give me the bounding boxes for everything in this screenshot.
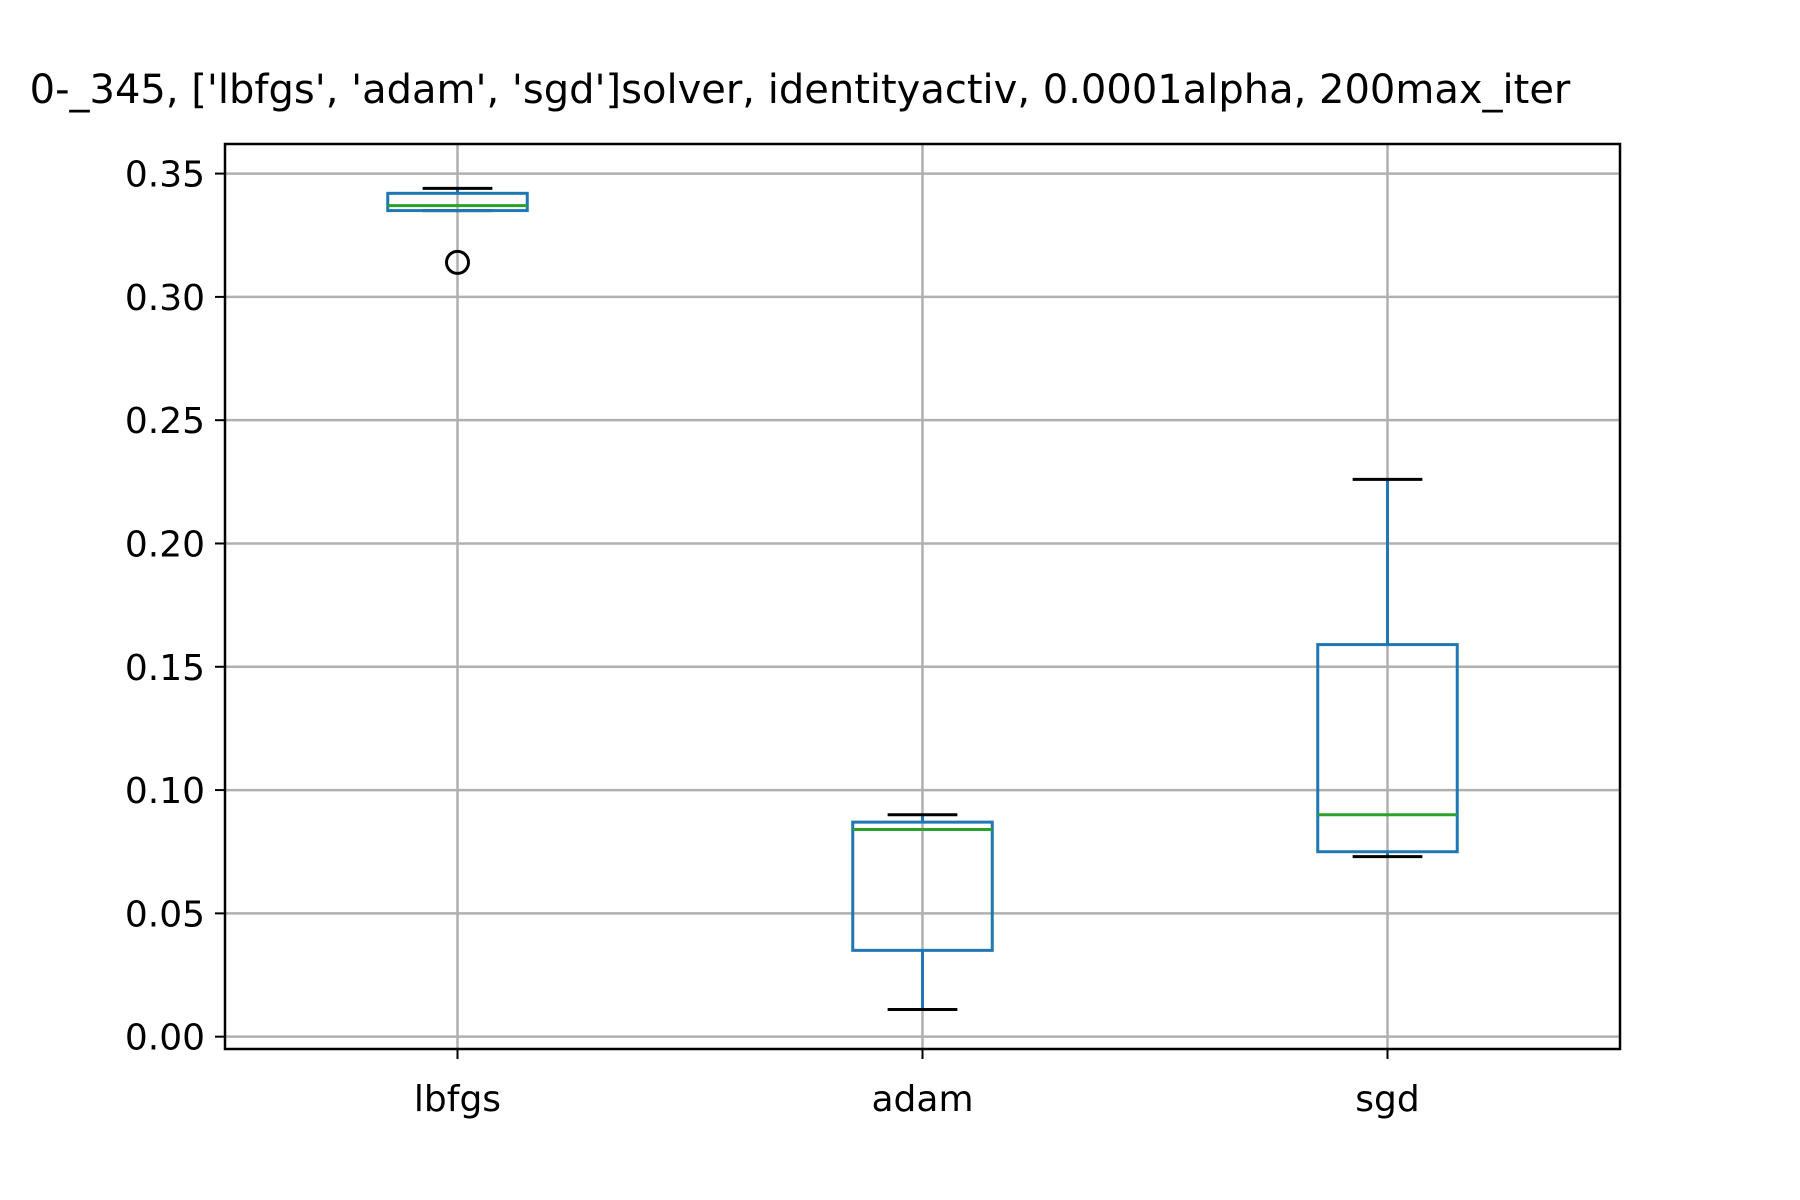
box-iqr xyxy=(851,820,994,952)
x-tick-label: sgd xyxy=(1355,1079,1419,1120)
x-axis: lbfgs adam sgd xyxy=(414,1049,1420,1120)
y-tick-label: 0.35 xyxy=(125,155,205,196)
box-lbfgs xyxy=(386,186,529,275)
box-iqr xyxy=(386,191,529,213)
y-tick-label: 0.30 xyxy=(125,278,205,319)
y-tick-label: 0.15 xyxy=(125,648,205,689)
box-sgd xyxy=(1316,477,1459,859)
chart-title: 0-_345, ['lbfgs', 'adam', 'sgd']solver, … xyxy=(30,67,1571,113)
box-series xyxy=(386,186,1459,1012)
x-tick-label: adam xyxy=(871,1079,973,1120)
y-tick-label: 0.05 xyxy=(125,894,205,935)
box-iqr xyxy=(1316,643,1459,854)
box-adam xyxy=(851,813,994,1012)
y-axis: 0.00 0.05 0.10 0.15 0.20 0.25 0.30 0.35 xyxy=(125,155,225,1059)
y-tick-label: 0.00 xyxy=(125,1018,205,1059)
x-tick-label: lbfgs xyxy=(414,1079,501,1120)
outlier-point xyxy=(445,249,470,275)
y-tick-label: 0.10 xyxy=(125,771,205,812)
grid-lines xyxy=(225,144,1620,1049)
y-tick-label: 0.20 xyxy=(125,524,205,565)
y-tick-label: 0.25 xyxy=(125,401,205,442)
